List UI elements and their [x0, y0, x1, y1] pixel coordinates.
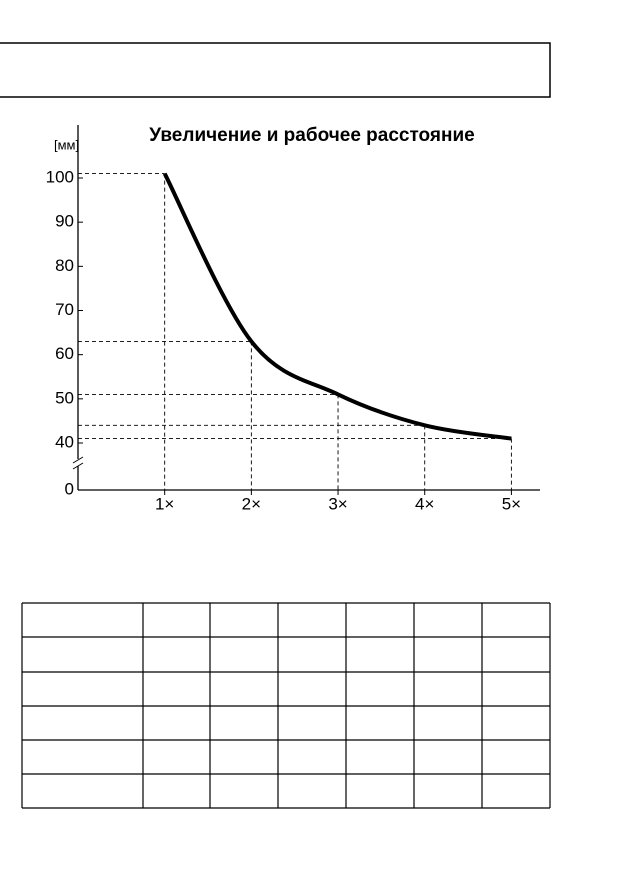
curve: [162, 172, 512, 441]
y-tick-label: 100: [46, 167, 74, 186]
x-tick-label: 4×: [415, 494, 434, 513]
x-tick-label: 3×: [328, 494, 347, 513]
axis-break: [72, 456, 84, 464]
y-unit: [мм]: [54, 137, 79, 152]
axis-break: [72, 462, 84, 470]
header-box: [0, 42, 551, 98]
y-tick-label: 0: [65, 479, 74, 498]
chart-title: Увеличение и рабочее расстояние: [149, 125, 474, 146]
table: [21, 602, 551, 809]
y-tick-label: 80: [55, 256, 74, 275]
y-tick-label: 50: [55, 388, 74, 407]
y-tick-label: 40: [55, 432, 74, 451]
x-tick-label: 1×: [155, 494, 174, 513]
y-tick-label: 90: [55, 212, 74, 231]
x-tick-label: 2×: [242, 494, 261, 513]
y-tick-label: 60: [55, 344, 74, 363]
y-tick-label: 70: [55, 300, 74, 319]
x-tick-label: 5×: [502, 494, 521, 513]
axis-break-gap: [74, 459, 82, 466]
